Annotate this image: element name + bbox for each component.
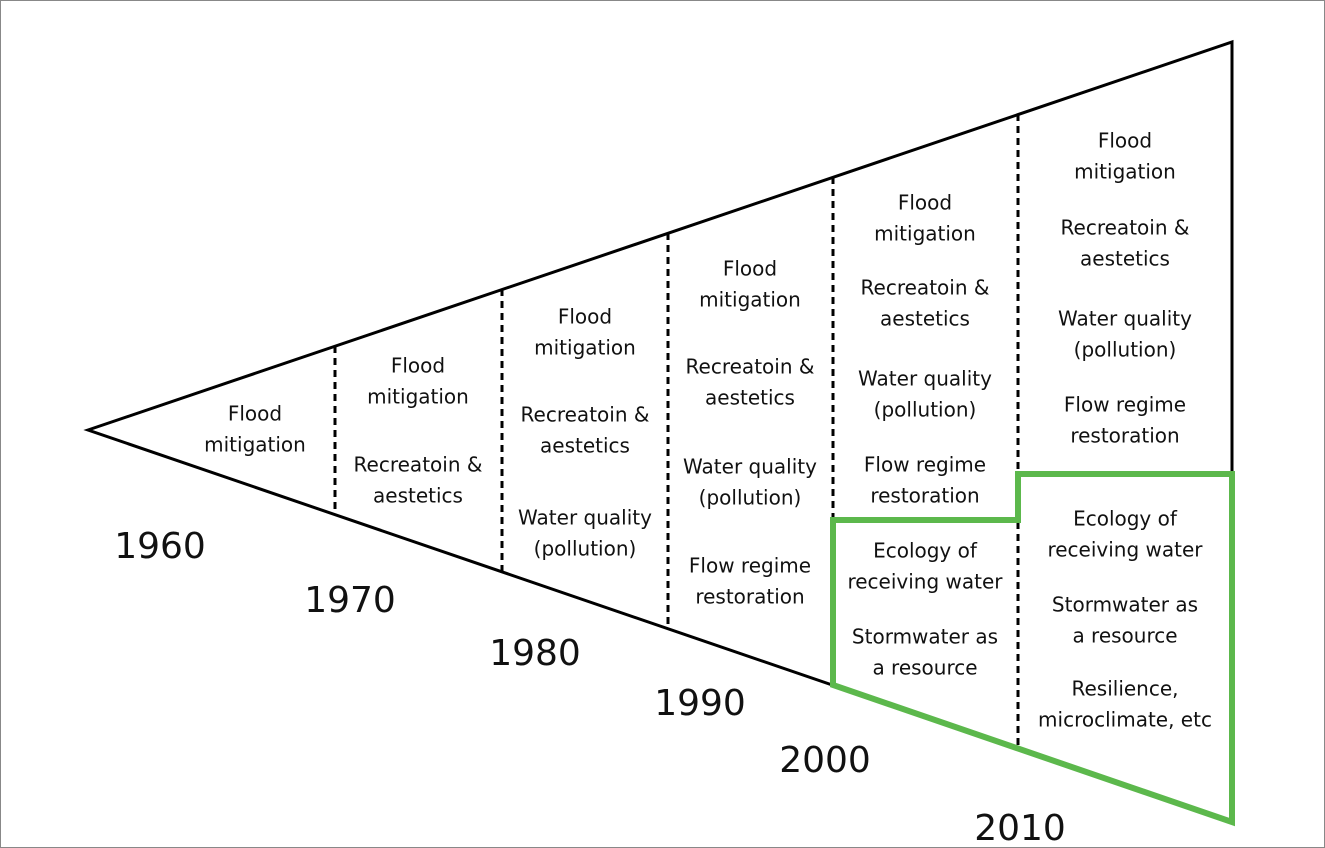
item-text: restoration bbox=[870, 484, 979, 508]
item-text: aestetics bbox=[880, 307, 970, 331]
item-text: Water quality bbox=[683, 455, 817, 479]
item-text: Recreatoin & bbox=[521, 403, 650, 427]
item-text: Stormwater as bbox=[1052, 593, 1198, 617]
item-text: Water quality bbox=[858, 367, 992, 391]
decade-label: 1960 bbox=[114, 526, 206, 567]
item-text: aestetics bbox=[540, 434, 630, 458]
item-text: a resource bbox=[1072, 624, 1177, 648]
item-text: Recreatoin & bbox=[1061, 216, 1190, 240]
item-text: Water quality bbox=[1058, 307, 1192, 331]
item-text: receiving water bbox=[1047, 538, 1203, 562]
highlight-outline bbox=[830, 471, 1235, 827]
item-text: (pollution) bbox=[874, 398, 977, 422]
item-text: restoration bbox=[1070, 424, 1179, 448]
item-text: Flood bbox=[1098, 129, 1152, 153]
item-text: mitigation bbox=[534, 336, 636, 360]
item-text: Flood bbox=[723, 257, 777, 281]
item-text: Ecology of bbox=[873, 539, 978, 563]
decade-label: 1970 bbox=[304, 580, 396, 621]
item-text: microclimate, etc bbox=[1038, 708, 1212, 732]
item-text: Flood bbox=[558, 305, 612, 329]
item-text: receiving water bbox=[847, 570, 1003, 594]
item-text: mitigation bbox=[367, 385, 469, 409]
decade-label: 1980 bbox=[489, 633, 581, 674]
item-text: Flood bbox=[898, 191, 952, 215]
item-text: Flood bbox=[391, 354, 445, 378]
item-text: Flood bbox=[228, 402, 282, 426]
item-text: Recreatoin & bbox=[686, 355, 815, 379]
item-text: Recreatoin & bbox=[861, 276, 990, 300]
item-text: Flow regime bbox=[864, 453, 986, 477]
item-text: mitigation bbox=[874, 222, 976, 246]
decade-label: 2000 bbox=[779, 740, 871, 781]
item-text: Resilience, bbox=[1071, 677, 1178, 701]
item-text: Flow regime bbox=[1064, 393, 1186, 417]
item-text: Flow regime bbox=[689, 554, 811, 578]
item-text: Ecology of bbox=[1073, 507, 1178, 531]
item-text: (pollution) bbox=[534, 537, 637, 561]
item-text: mitigation bbox=[699, 288, 801, 312]
timeline-wedge bbox=[83, 39, 1234, 825]
item-text: (pollution) bbox=[699, 486, 802, 510]
decade-label: 1990 bbox=[654, 683, 746, 724]
item-text: Water quality bbox=[518, 506, 652, 530]
item-text: aestetics bbox=[1080, 247, 1170, 271]
item-text: aestetics bbox=[705, 386, 795, 410]
item-text: Stormwater as bbox=[852, 625, 998, 649]
item-text: mitigation bbox=[1074, 160, 1176, 184]
item-text: (pollution) bbox=[1074, 338, 1177, 362]
decade-label: 2010 bbox=[974, 808, 1066, 848]
item-text: a resource bbox=[872, 656, 977, 680]
item-text: Recreatoin & bbox=[354, 453, 483, 477]
item-text: restoration bbox=[695, 585, 804, 609]
item-text: aestetics bbox=[373, 484, 463, 508]
item-text: mitigation bbox=[204, 433, 306, 457]
